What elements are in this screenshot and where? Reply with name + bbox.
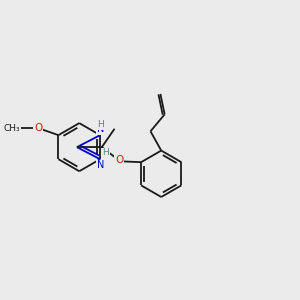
Text: H: H bbox=[97, 120, 104, 129]
Text: CH₃: CH₃ bbox=[3, 124, 20, 133]
Text: H: H bbox=[102, 148, 109, 157]
Text: O: O bbox=[34, 123, 42, 133]
Text: O: O bbox=[115, 155, 124, 166]
Text: N: N bbox=[97, 124, 104, 134]
Text: N: N bbox=[97, 160, 104, 170]
